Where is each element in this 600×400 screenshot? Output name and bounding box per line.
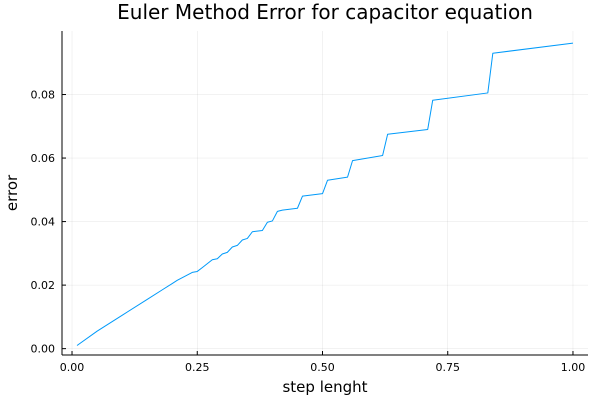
x-tick-label: 1.00 (561, 361, 586, 374)
grid (62, 31, 588, 355)
tick-labels: 0.00 0.25 0.50 0.75 1.00 0.00 0.02 0.04 0.06 0.08 (31, 89, 586, 374)
series-line (76, 42, 574, 346)
x-tick-label: 0.75 (435, 361, 460, 374)
x-tick-label: 0.50 (310, 361, 335, 374)
x-tick-label: 0.25 (185, 361, 210, 374)
y-tick-label: 0.08 (31, 89, 56, 102)
x-tick-label: 0.00 (60, 361, 85, 374)
y-tick-label: 0.04 (31, 216, 56, 229)
y-tick-label: 0.02 (31, 279, 56, 292)
y-tick-label: 0.00 (31, 343, 56, 356)
y-axis-label: error (3, 174, 21, 211)
series (76, 42, 574, 346)
axes (61, 31, 588, 356)
chart-title: Euler Method Error for capacitor equatio… (117, 0, 533, 24)
y-tick-label: 0.06 (31, 152, 56, 165)
x-axis-label: step lenght (282, 378, 367, 396)
